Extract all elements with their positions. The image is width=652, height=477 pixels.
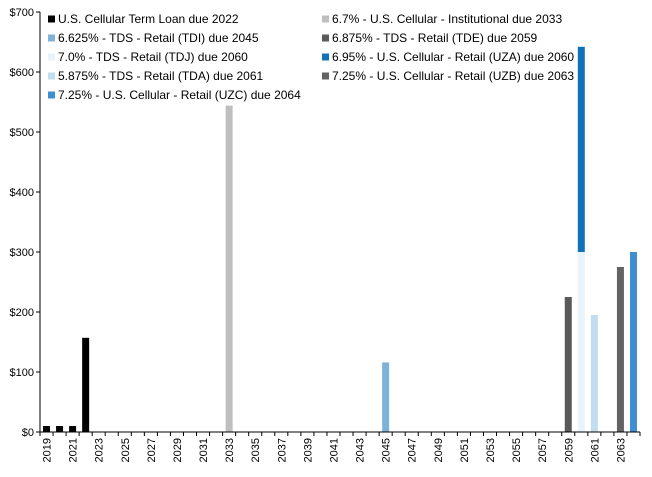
x-tick-label: 2021 — [68, 438, 80, 462]
y-tick-label: $200 — [10, 307, 34, 319]
x-tick-label: 2023 — [94, 438, 106, 462]
y-tick-label: $600 — [10, 67, 34, 79]
legend-swatch — [322, 72, 329, 80]
legend-item-7: 7.25% - U.S. Cellular - Retail (UZB) due… — [322, 69, 574, 83]
bar-series-0-2021 — [69, 426, 77, 432]
y-tick-label: $700 — [10, 7, 34, 19]
bar-series-5-2060 — [577, 46, 585, 252]
bar-series-1-2033 — [225, 105, 233, 432]
legend-swatch — [322, 15, 329, 23]
bar-series-0-2019 — [43, 426, 51, 432]
legend-label: U.S. Cellular Term Loan due 2022 — [58, 12, 239, 26]
legend-label: 7.25% - U.S. Cellular - Retail (UZC) due… — [58, 88, 301, 102]
legend-swatch — [48, 15, 55, 23]
bar-series-3-2059 — [564, 297, 572, 432]
x-tick-label: 2037 — [276, 438, 288, 462]
x-tick-label: 2057 — [537, 438, 549, 462]
legend-label: 6.625% - TDS - Retail (TDI) due 2045 — [58, 31, 259, 45]
legend-item-2: 6.625% - TDS - Retail (TDI) due 2045 — [48, 31, 259, 45]
x-tick-label: 2049 — [433, 438, 445, 462]
x-tick-label: 2053 — [485, 438, 497, 462]
x-tick-label: 2019 — [42, 438, 54, 462]
legend-swatch — [48, 53, 55, 61]
x-tick-label: 2055 — [511, 438, 523, 462]
legend-label: 6.95% - U.S. Cellular - Retail (UZA) due… — [332, 50, 574, 64]
legend-item-1: 6.7% - U.S. Cellular - Institutional due… — [322, 12, 562, 26]
y-tick-label: $300 — [10, 247, 34, 259]
legend-item-3: 6.875% - TDS - Retail (TDE) due 2059 — [322, 31, 538, 45]
legend-item-6: 5.875% - TDS - Retail (TDA) due 2061 — [48, 69, 264, 83]
x-tick-label: 2045 — [381, 438, 393, 462]
bar-series-7-2063 — [616, 267, 624, 432]
legend-label: 6.875% - TDS - Retail (TDE) due 2059 — [332, 31, 538, 45]
legend-item-8: 7.25% - U.S. Cellular - Retail (UZC) due… — [48, 88, 301, 102]
x-tick-label: 2031 — [198, 438, 210, 462]
legend-item-4: 7.0% - TDS - Retail (TDJ) due 2060 — [48, 50, 248, 64]
legend-swatch — [322, 53, 329, 61]
x-tick-label: 2061 — [589, 438, 601, 462]
y-tick-label: $100 — [10, 367, 34, 379]
legend-label: 6.7% - U.S. Cellular - Institutional due… — [332, 12, 562, 26]
legend-swatch — [322, 34, 329, 42]
y-tick-label: $0 — [22, 427, 34, 439]
legend-label: 7.25% - U.S. Cellular - Retail (UZB) due… — [332, 69, 574, 83]
x-tick-label: 2033 — [224, 438, 236, 462]
bars — [43, 46, 637, 432]
legend-label: 5.875% - TDS - Retail (TDA) due 2061 — [58, 69, 264, 83]
x-tick-label: 2063 — [615, 438, 627, 462]
legend-swatch — [48, 72, 55, 80]
x-tick-label: 2041 — [328, 438, 340, 462]
x-tick-label: 2059 — [563, 438, 575, 462]
bar-series-0-2022 — [82, 337, 90, 432]
y-axis: $0 $100 $200 $300 $400 $500 $600 $700 — [10, 7, 41, 439]
x-tick-label: 2047 — [407, 438, 419, 462]
legend: U.S. Cellular Term Loan due 2022 6.7% - U… — [48, 12, 574, 102]
x-tick-label: 2035 — [250, 438, 262, 462]
legend-label: 7.0% - TDS - Retail (TDJ) due 2060 — [58, 50, 248, 64]
bar-series-0-2020 — [56, 426, 64, 432]
bar-series-8-2064 — [629, 252, 637, 432]
x-axis: 2019 2021 2023 2025 2027 2029 2031 2033 2035 2037… — [39, 431, 641, 462]
x-tick-label: 2029 — [172, 438, 184, 462]
y-tick-label: $400 — [10, 187, 34, 199]
bar-series-6-2061 — [590, 315, 598, 432]
x-tick-label: 2043 — [355, 438, 367, 462]
x-tick-label: 2039 — [302, 438, 314, 462]
x-tick-label: 2025 — [120, 438, 132, 462]
x-tick-label: 2051 — [459, 438, 471, 462]
legend-item-5: 6.95% - U.S. Cellular - Retail (UZA) due… — [322, 50, 574, 64]
x-tick-label: 2027 — [146, 438, 158, 462]
bar-series-4-2060 — [577, 252, 585, 432]
bar-series-2-2045 — [382, 362, 390, 432]
legend-swatch — [48, 91, 55, 99]
y-tick-label: $500 — [10, 127, 34, 139]
legend-item-0: U.S. Cellular Term Loan due 2022 — [48, 12, 239, 26]
legend-swatch — [48, 34, 55, 42]
